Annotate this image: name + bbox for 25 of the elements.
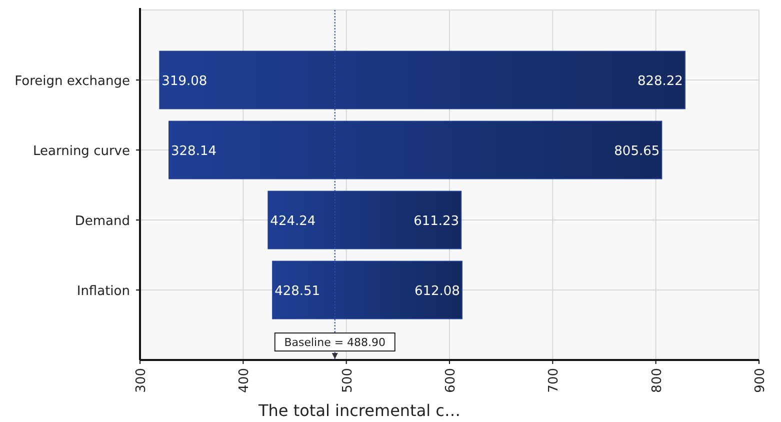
annotation: 828.22 <box>637 74 683 89</box>
annotation: 805.65 <box>614 144 660 159</box>
x-axis-title: The total incremental c… <box>258 401 460 420</box>
bar <box>168 120 662 180</box>
x-tick-label: 400 <box>237 368 252 393</box>
y-tick-label: Demand <box>74 214 130 229</box>
annotation: 611.23 <box>414 214 460 229</box>
x-tick-label: 700 <box>546 368 562 393</box>
annotation: 612.08 <box>414 284 460 299</box>
y-tick-label: Foreign exchange <box>14 74 130 89</box>
x-tick-label: 800 <box>650 368 665 393</box>
ref-line-label: Baseline = 488.90 <box>284 336 386 349</box>
bar <box>272 260 462 320</box>
annotation: 424.24 <box>270 214 316 229</box>
bar <box>159 50 686 110</box>
x-tick-label: 500 <box>340 368 356 393</box>
y-tick-label: Inflation <box>76 284 130 299</box>
bar <box>268 190 462 250</box>
annotation: 319.08 <box>162 74 208 89</box>
y-tick-label: Learning curve <box>33 144 130 159</box>
x-tick-label: 900 <box>753 368 768 393</box>
annotation: 328.14 <box>171 144 217 159</box>
x-tick-label: 300 <box>134 368 149 393</box>
x-tick-label: 600 <box>444 368 458 393</box>
annotation: 428.51 <box>274 284 320 299</box>
